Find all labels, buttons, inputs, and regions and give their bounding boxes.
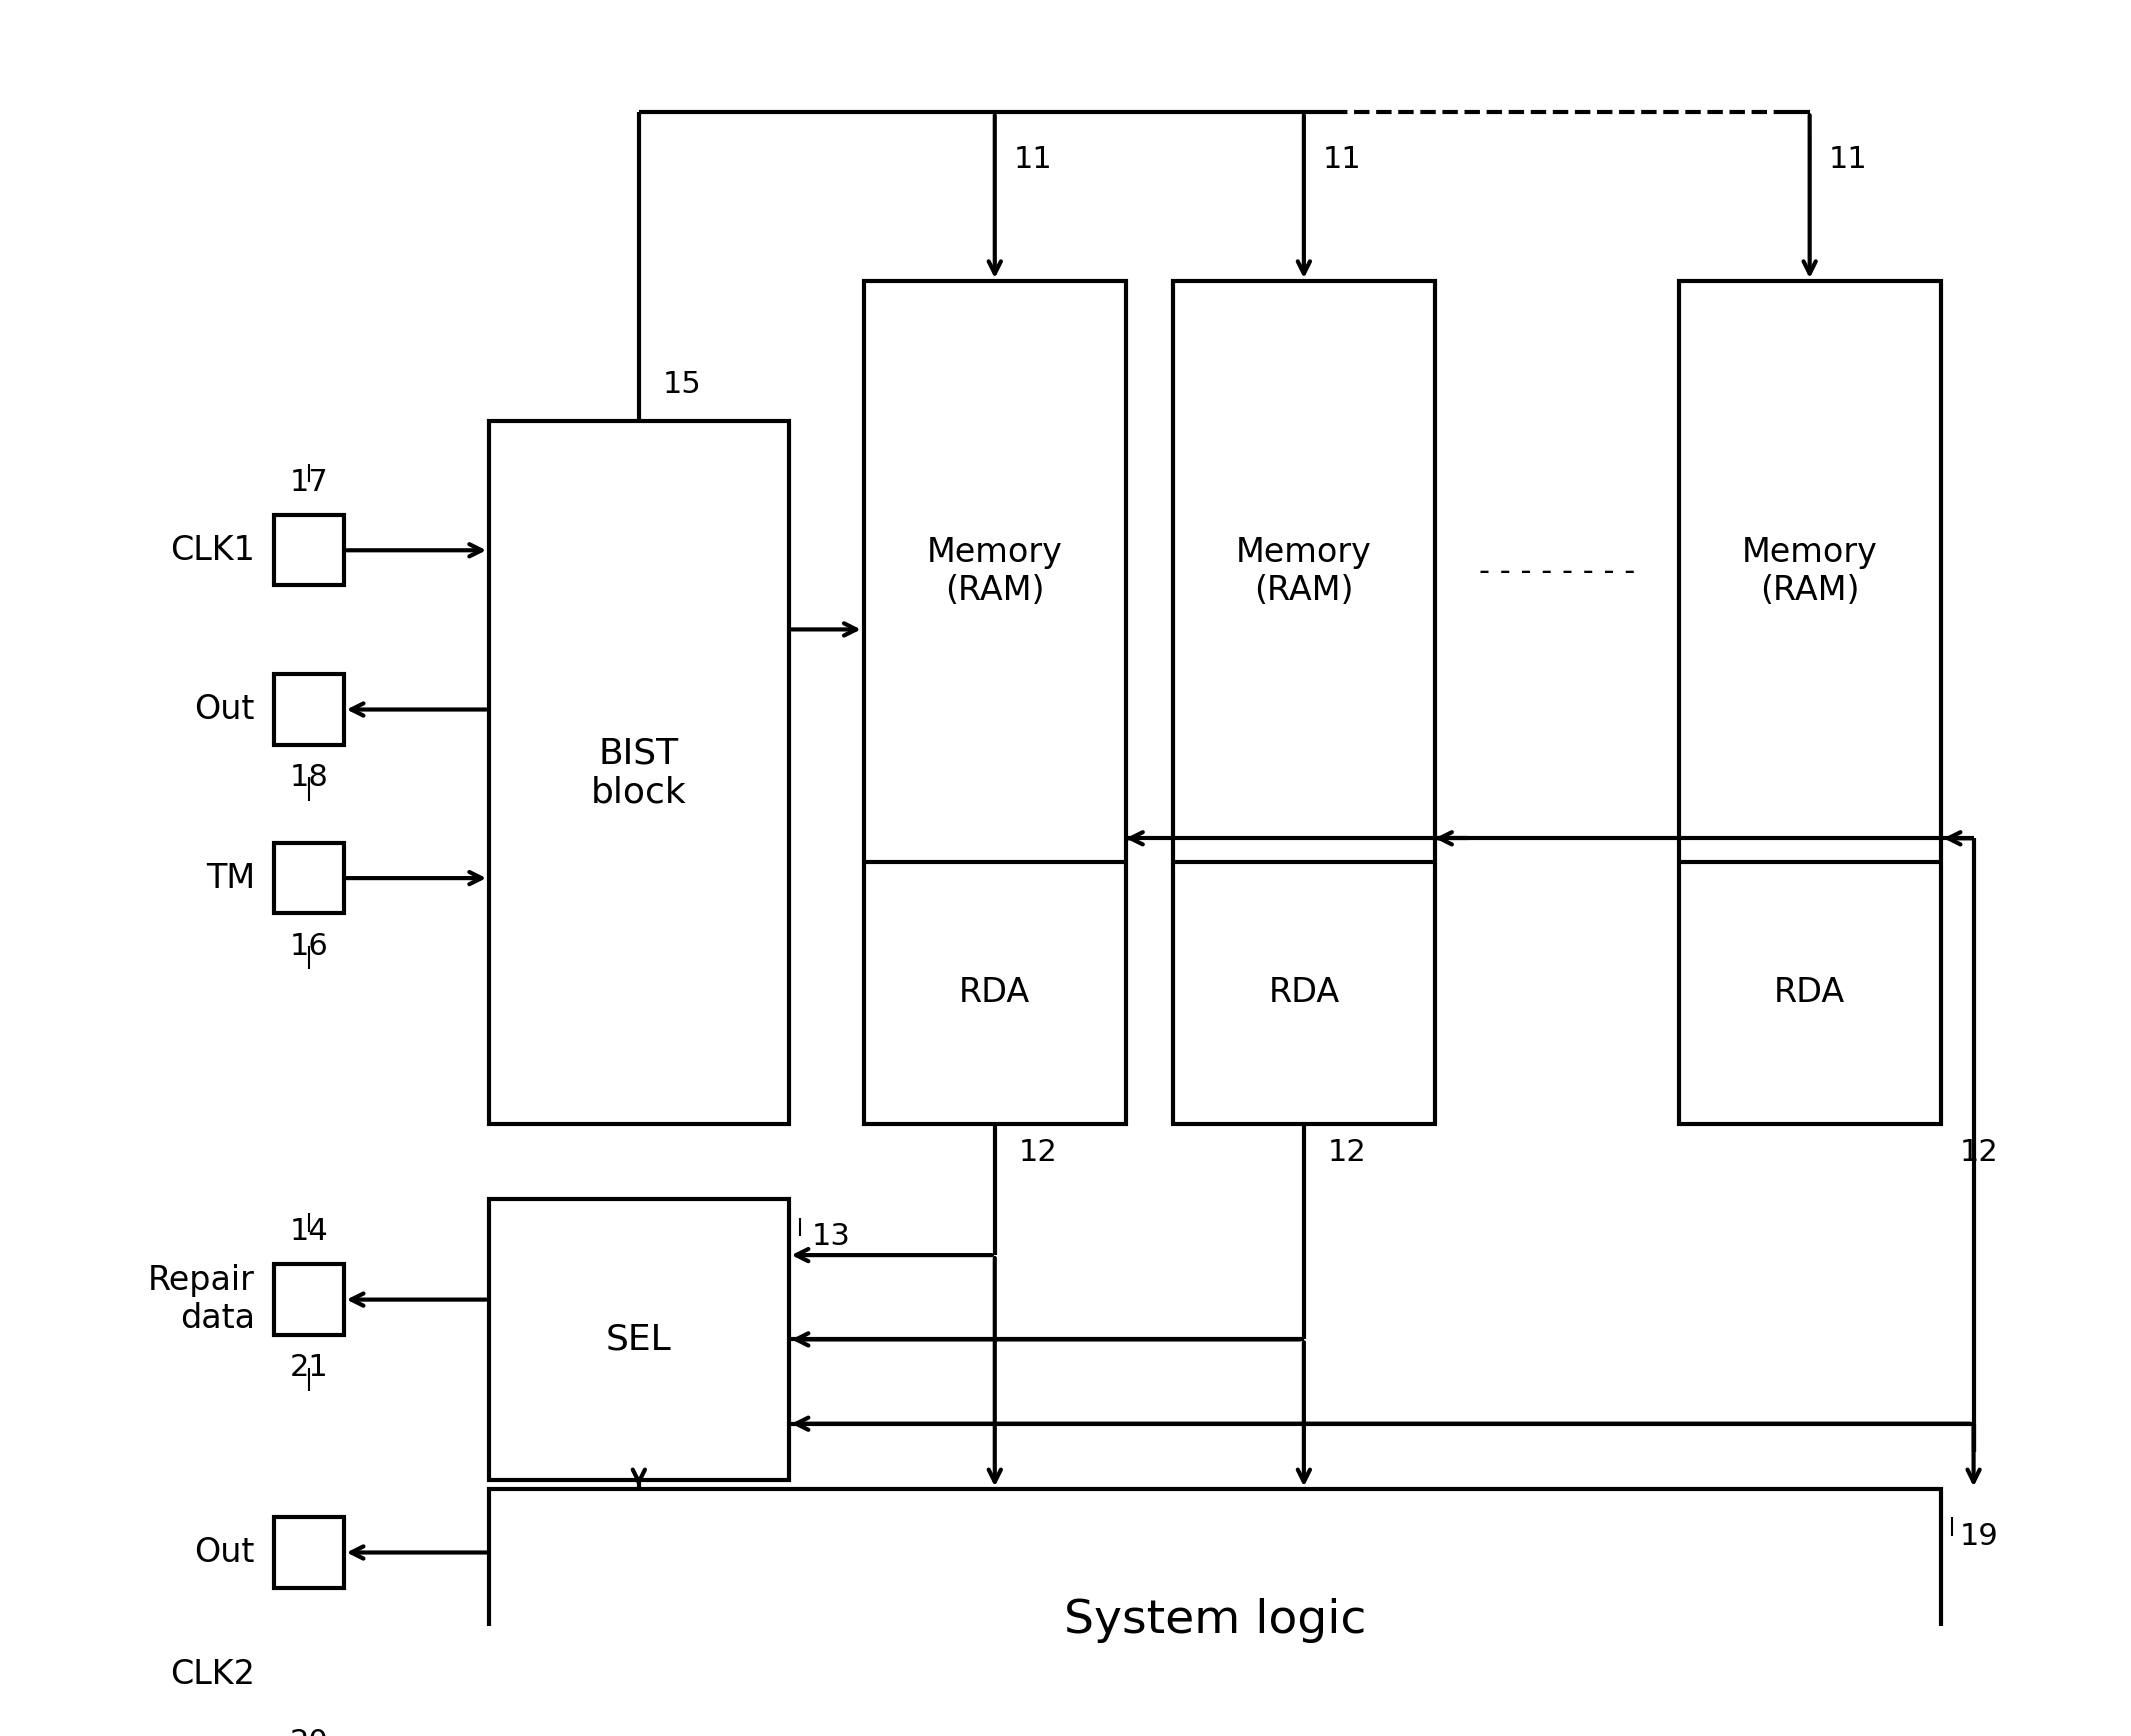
Bar xyxy=(273,516,343,585)
Text: Memory
(RAM): Memory (RAM) xyxy=(1741,536,1877,608)
Bar xyxy=(1172,281,1434,1123)
Text: 19: 19 xyxy=(1961,1521,1999,1550)
Text: 12: 12 xyxy=(1019,1137,1057,1167)
Text: TM: TM xyxy=(207,861,256,894)
Text: 21: 21 xyxy=(290,1352,328,1382)
Text: 11: 11 xyxy=(1323,144,1362,174)
Bar xyxy=(273,674,343,745)
Text: RDA: RDA xyxy=(959,976,1031,1009)
Text: CLK1: CLK1 xyxy=(170,533,256,566)
Text: 16: 16 xyxy=(290,932,328,960)
Text: RDA: RDA xyxy=(1773,976,1845,1009)
Text: 15: 15 xyxy=(663,370,701,399)
Text: 18: 18 xyxy=(290,762,328,792)
Text: SEL: SEL xyxy=(605,1323,671,1356)
Text: 11: 11 xyxy=(1014,144,1053,174)
Text: Out: Out xyxy=(194,693,256,726)
Text: RDA: RDA xyxy=(1268,976,1340,1009)
Bar xyxy=(488,422,788,1123)
Text: Out: Out xyxy=(194,1536,256,1569)
Text: 14: 14 xyxy=(290,1217,328,1246)
Text: 20: 20 xyxy=(290,1727,328,1736)
Text: System logic: System logic xyxy=(1063,1597,1366,1642)
Text: Memory
(RAM): Memory (RAM) xyxy=(927,536,1063,608)
Text: 12: 12 xyxy=(1328,1137,1366,1167)
Text: 11: 11 xyxy=(1828,144,1867,174)
Bar xyxy=(488,1489,1941,1736)
Bar xyxy=(863,281,1125,1123)
Text: - - - - - - - -: - - - - - - - - xyxy=(1479,557,1634,585)
Text: CLK2: CLK2 xyxy=(170,1658,256,1691)
Text: 13: 13 xyxy=(812,1222,850,1252)
Bar xyxy=(273,1639,343,1710)
Bar xyxy=(273,1264,343,1335)
Bar xyxy=(1679,281,1941,1123)
Text: Repair
data: Repair data xyxy=(147,1264,256,1335)
Text: Memory
(RAM): Memory (RAM) xyxy=(1236,536,1372,608)
Text: BIST
block: BIST block xyxy=(590,736,686,809)
Text: 17: 17 xyxy=(290,469,328,496)
Bar xyxy=(488,1200,788,1479)
Bar xyxy=(273,844,343,913)
Bar xyxy=(273,1517,343,1588)
Text: 12: 12 xyxy=(1961,1137,1999,1167)
